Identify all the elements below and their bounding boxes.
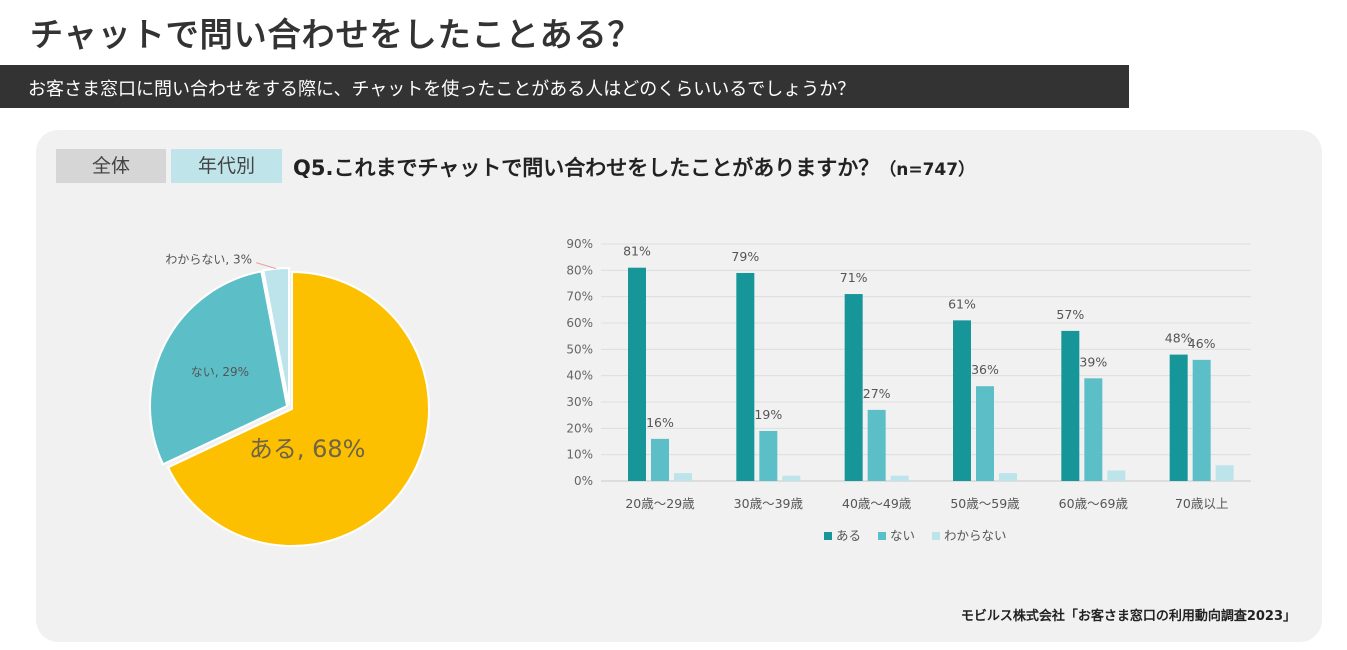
y-tick-label: 40% (566, 369, 593, 383)
subtitle-text: お客さま窓口に問い合わせをする際に、チャットを使ったことがある人はどのくらいいる… (28, 79, 856, 100)
legend-swatch (878, 532, 886, 540)
bar-aru (628, 267, 646, 481)
tab-all[interactable]: 全体 (56, 149, 166, 183)
bar-data-label: 71% (840, 270, 868, 285)
sample-size: （n=747） (879, 160, 976, 180)
bar-nai (976, 386, 994, 481)
source-credit: モビルス株式会社「お客さま窓口の利用動向調査2023」 (960, 609, 1296, 624)
bar-nai (1192, 359, 1211, 481)
question-title: Q5.これまでチャットで問い合わせをしたことがありますか？（n=747） (293, 152, 975, 182)
bar-wakaranai (674, 473, 692, 481)
x-category-label: 50歳～59歳 (950, 496, 1020, 511)
y-tick-label: 90% (566, 237, 593, 251)
bar-aru (953, 320, 971, 481)
x-category-label: 40歳～49歳 (842, 496, 912, 511)
question-text: Q5.これまでチャットで問い合わせをしたことがありますか？ (293, 156, 880, 180)
bar-wakaranai (1215, 465, 1234, 481)
legend-label: わからない (944, 528, 1007, 543)
x-category-label: 30歳～39歳 (734, 496, 804, 511)
bar-data-label: 16% (646, 415, 674, 430)
bar-nai (759, 430, 778, 481)
bar-data-label: 81% (623, 244, 651, 259)
bar-data-label: 79% (731, 249, 759, 264)
y-tick-label: 80% (566, 263, 593, 277)
bar-data-label: 39% (1079, 354, 1107, 369)
pie-label-nai: ない, 29% (191, 365, 249, 379)
legend-swatch (932, 532, 940, 540)
bar-data-label: 27% (863, 386, 891, 401)
y-tick-label: 60% (566, 316, 593, 330)
bar-data-label: 57% (1056, 307, 1084, 322)
legend-label: ない (890, 528, 915, 543)
bar-nai (867, 409, 886, 481)
bar-wakaranai (999, 473, 1017, 481)
chart-panel: 全体 年代別 Q5.これまでチャットで問い合わせをしたことがありますか？（n=7… (36, 130, 1322, 642)
x-category-label: 70歳以上 (1175, 496, 1228, 511)
legend-swatch (824, 532, 832, 540)
x-category-label: 60歳～69歳 (1059, 496, 1129, 511)
page-title: チャットで問い合わせをしたことある？ (30, 15, 642, 54)
pie-label-wakaranai: わからない, 3% (165, 253, 252, 267)
tab-age-group[interactable]: 年代別 (171, 149, 282, 183)
subtitle-bar: お客さま窓口に問い合わせをする際に、チャットを使ったことがある人はどのくらいいる… (0, 65, 1129, 108)
bar-nai (1084, 378, 1103, 481)
y-tick-label: 30% (566, 395, 593, 409)
bar-aru (736, 272, 755, 481)
chart-area: ある, 68% ない, 29% わからない, 3% 0% 10% 20% 30% 40% 50%… (149, 237, 1251, 547)
y-tick-label: 50% (566, 342, 593, 356)
pie-slice-aru (166, 270, 430, 547)
bar-data-label: 36% (971, 362, 999, 377)
y-tick-label: 70% (566, 290, 593, 304)
pie-slice-nai (149, 270, 289, 466)
bar-data-label: 61% (948, 296, 976, 311)
legend-label: ある (836, 528, 861, 543)
bar-nai (651, 438, 669, 481)
bar-aru (1169, 354, 1188, 481)
y-tick-label: 20% (566, 421, 593, 435)
bar-aru (844, 294, 863, 481)
bar-data-label: 19% (754, 407, 782, 422)
bar-aru (1061, 330, 1080, 481)
pie-slice-wakaranai (262, 266, 290, 406)
y-tick-label: 10% (566, 448, 593, 462)
y-tick-label: 0% (574, 474, 593, 488)
bar-data-label: 48% (1165, 331, 1193, 346)
pie-label-aru: ある, 68% (249, 435, 366, 463)
x-category-label: 20歳～29歳 (625, 496, 695, 511)
bar-wakaranai (890, 475, 909, 481)
bar-wakaranai (1107, 470, 1126, 481)
pie-leader-line (255, 262, 277, 270)
bar-wakaranai (782, 475, 801, 481)
bar-data-label: 46% (1188, 336, 1216, 351)
